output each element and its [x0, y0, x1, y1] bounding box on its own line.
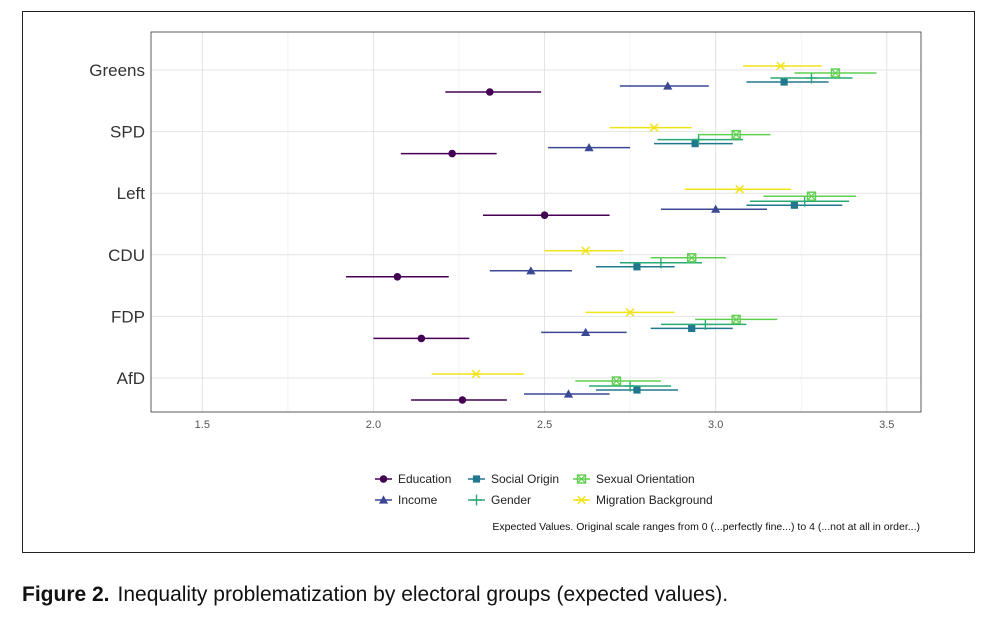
y-tick-label: AfD — [117, 369, 145, 388]
data-point — [830, 68, 841, 78]
series-social-origin — [595, 78, 843, 394]
data-point — [580, 246, 592, 256]
x-tick-label: 1.5 — [195, 419, 210, 431]
legend-label: Sexual Orientation — [596, 472, 695, 486]
series-gender — [589, 72, 853, 392]
legend-item: Education — [375, 472, 451, 486]
chart: Greens SPD Left CDU FDP AfD 1.5 2.0 2.5 3.0 3.5 Ed… — [89, 31, 922, 533]
legend-item: Sexual Orientation — [573, 472, 695, 486]
legend-label: Migration Background — [596, 493, 713, 507]
y-tick-label: CDU — [108, 246, 145, 265]
figure-label: Figure 2. — [22, 583, 110, 606]
x-tick-label: 2.0 — [366, 419, 381, 431]
data-point — [799, 195, 811, 207]
y-tick-label: Left — [117, 184, 146, 203]
data-point — [805, 72, 817, 84]
y-tick-label: FDP — [111, 307, 145, 326]
data-point — [699, 318, 711, 330]
data-point — [711, 204, 721, 213]
data-point — [584, 143, 594, 152]
data-point — [693, 134, 705, 146]
legend: Education Income Social Origin Gender Sexual… — [375, 472, 713, 507]
data-point — [687, 253, 697, 263]
data-point — [417, 334, 426, 343]
legend-key — [472, 475, 481, 483]
series-income — [489, 81, 767, 398]
legend-key — [576, 495, 587, 505]
data-point — [624, 308, 636, 317]
data-point — [731, 129, 741, 140]
data-point — [731, 314, 741, 325]
data-point — [563, 389, 574, 398]
data-point — [780, 78, 788, 86]
data-point — [611, 376, 622, 386]
legend-label: Social Origin — [491, 472, 559, 486]
data-point — [648, 123, 660, 132]
data-layer — [346, 61, 877, 404]
data-point — [688, 324, 696, 332]
data-point — [393, 273, 402, 281]
data-point — [790, 201, 798, 209]
legend-label: Education — [398, 472, 451, 486]
chart-note: Expected Values. Original scale ranges f… — [492, 521, 920, 533]
legend-item: Income — [375, 493, 438, 507]
data-point — [470, 369, 482, 379]
x-tick-label: 3.0 — [708, 419, 723, 431]
legend-label: Income — [398, 493, 438, 507]
series-migration-background — [431, 61, 822, 379]
data-point — [458, 396, 467, 404]
data-point — [663, 81, 673, 90]
data-point — [775, 61, 787, 71]
y-tick-label: SPD — [110, 123, 145, 142]
data-point — [633, 386, 641, 394]
axes: Greens SPD Left CDU FDP AfD 1.5 2.0 2.5 3.0 3.5 — [89, 61, 894, 431]
legend-label: Gender — [491, 493, 531, 507]
data-point — [633, 263, 641, 271]
data-point — [540, 211, 549, 219]
y-tick-label: Greens — [89, 61, 145, 80]
series-education — [346, 88, 610, 404]
data-point — [526, 266, 536, 275]
legend-key — [378, 495, 389, 504]
legend-item: Gender — [468, 493, 531, 507]
legend-item: Migration Background — [573, 493, 713, 507]
plot-panel — [150, 31, 922, 413]
data-point — [806, 191, 817, 201]
legend-key — [471, 494, 482, 506]
figure-caption: Figure 2. Inequality problematization by … — [22, 583, 982, 607]
x-tick-label: 2.5 — [537, 419, 552, 431]
figure-caption-text: Inequality problematization by electoral… — [117, 583, 729, 606]
data-point — [691, 140, 699, 148]
figure-frame: Greens SPD Left CDU FDP AfD 1.5 2.0 2.5 3.0 3.5 Ed… — [22, 11, 975, 553]
x-tick-label: 3.5 — [879, 419, 894, 431]
data-point — [624, 380, 636, 392]
legend-item: Social Origin — [468, 472, 559, 486]
data-point — [581, 327, 591, 336]
data-point — [734, 184, 746, 194]
data-point — [486, 88, 494, 96]
data-point — [655, 257, 667, 269]
grid — [151, 32, 921, 412]
legend-key — [379, 475, 388, 483]
series-sexual-orientation — [575, 68, 877, 386]
legend-key — [576, 474, 587, 484]
data-point — [448, 149, 456, 158]
